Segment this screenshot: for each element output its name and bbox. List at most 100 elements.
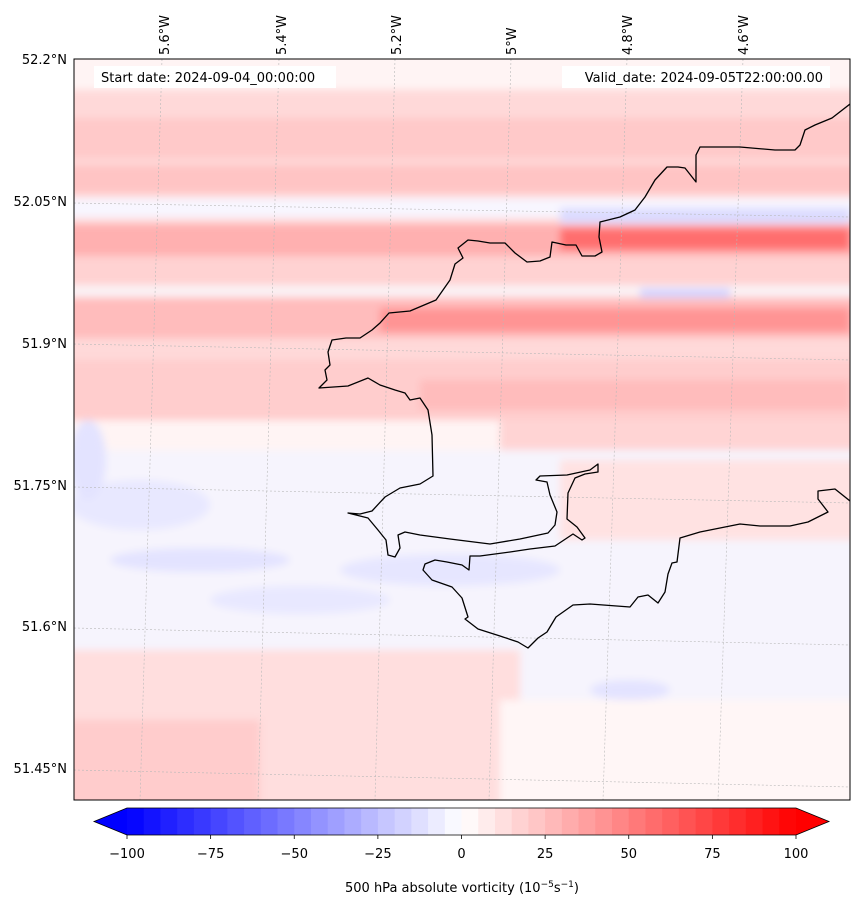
colorbar-cells — [127, 808, 797, 835]
colorbar-cell — [461, 808, 479, 835]
valid-date-label: Valid_date: 2024-09-05T22:00:00.00 — [585, 71, 823, 86]
map-frame — [73, 58, 851, 801]
vorticity-band-max — [560, 228, 850, 250]
colorbar-cell — [595, 808, 613, 835]
colorbar-cell — [762, 808, 780, 835]
coastline — [318, 103, 850, 649]
colorbar-cell — [729, 808, 747, 835]
lat-tick-label: 51.75°N — [14, 479, 67, 494]
colorbar-cell — [578, 808, 596, 835]
meridian-5.6W — [139, 59, 163, 800]
lon-tick-label: 5.4°W — [275, 15, 290, 55]
vorticity-blue-patch-3 — [210, 586, 390, 614]
lon-tick-label: 5°W — [505, 27, 520, 55]
vorticity-blue-patch-6 — [74, 420, 106, 500]
colorbar-tick-label: 50 — [620, 847, 637, 862]
start-label-box — [94, 66, 336, 88]
meridian-4.8W — [602, 59, 628, 800]
colorbar-label-prefix: 500 hPa absolute vorticity (10 — [345, 881, 541, 896]
vorticity-zone-south-center — [500, 700, 850, 800]
parallel-51.45N — [74, 769, 850, 788]
vorticity-band-mid — [74, 256, 850, 286]
valid-label-box — [562, 66, 830, 88]
colorbar-cell — [260, 808, 279, 835]
colorbar-cell — [177, 808, 195, 835]
colorbar-ticks: −100 −75 −50 −25 0 25 50 75 100 — [109, 835, 808, 862]
vorticity-blue-patch-4 — [340, 554, 560, 586]
colorbar-cell — [678, 808, 697, 835]
colorbar-cell — [612, 808, 630, 835]
colorbar-cell — [695, 808, 713, 835]
vorticity-field — [74, 90, 850, 800]
colorbar-cell — [645, 808, 663, 835]
vorticity-band-c-strong — [380, 308, 850, 332]
vorticity-zone-south-right — [560, 460, 850, 540]
lon-tick-labels: 5.6°W 5.4°W 5.2°W 5°W 4.8°W 4.6°W — [158, 15, 752, 55]
coastline-north-pembrokeshire — [318, 103, 850, 649]
colorbar-cell — [193, 808, 212, 835]
graticule — [74, 59, 850, 800]
vorticity-blue-patch-2 — [110, 548, 290, 572]
lat-tick-label: 52.05°N — [14, 195, 67, 210]
colorbar-label-exp1: −5 — [541, 880, 554, 890]
colorbar-cell — [444, 808, 463, 835]
colorbar-tick-label: −25 — [364, 847, 391, 862]
vorticity-blue-patch-5 — [590, 680, 670, 700]
colorbar-cell — [428, 808, 446, 835]
lat-tick-labels: 52.2°N 52.05°N 51.9°N 51.75°N 51.6°N 51.… — [14, 53, 67, 777]
vorticity-blue-patch-1 — [74, 480, 210, 530]
lat-tick-label: 51.9°N — [22, 337, 67, 352]
meridian-5.2W — [374, 59, 396, 800]
colorbar-tick-label: 25 — [537, 847, 554, 862]
colorbar-cell — [478, 808, 496, 835]
colorbar-tick-label: 100 — [784, 847, 809, 862]
lat-tick-label: 51.6°N — [22, 620, 67, 635]
colorbar-cell — [494, 808, 513, 835]
colorbar-cell — [377, 808, 396, 835]
colorbar-tick-label: −50 — [281, 847, 308, 862]
parallel-52.05N — [74, 202, 850, 218]
vorticity-band-top — [74, 118, 850, 158]
colorbar-tick-label: 75 — [704, 847, 721, 862]
colorbar-cell — [779, 808, 797, 835]
lon-tick-label: 4.6°W — [737, 15, 752, 55]
start-date-label: Start date: 2024-09-04_00:00:00 — [101, 71, 315, 86]
vorticity-band-a — [74, 165, 850, 193]
colorbar-label-exp2: −1 — [561, 880, 574, 890]
colorbar-cell — [712, 808, 730, 835]
meridian-4.6W — [717, 59, 744, 800]
colorbar-cell — [561, 808, 580, 835]
meridian-5W — [488, 59, 512, 800]
colorbar-label: 500 hPa absolute vorticity (10−5s−1) — [345, 880, 579, 896]
colorbar-cell — [160, 808, 178, 835]
colorbar-cell — [327, 808, 346, 835]
vorticity-band-blue-2 — [640, 288, 730, 300]
colorbar-cell — [745, 808, 764, 835]
parallel-51.9N — [74, 343, 850, 361]
parallel-51.75N — [74, 486, 850, 504]
colorbar-cell — [127, 808, 145, 835]
colorbar-cell — [628, 808, 647, 835]
colorbar-extend-max — [796, 808, 829, 835]
vorticity-band-e — [420, 380, 850, 410]
vorticity-zone-southwest-2 — [74, 720, 260, 800]
colorbar-cell — [361, 808, 379, 835]
colorbar-label-suffix: ) — [574, 881, 579, 896]
colorbar-cell — [294, 808, 312, 835]
lat-tick-label: 52.2°N — [22, 53, 67, 68]
map-panel: Start date: 2024-09-04_00:00:00 Valid_da… — [74, 59, 850, 800]
colorbar-cell — [394, 808, 412, 835]
colorbar-cell — [210, 808, 228, 835]
colorbar-cell — [662, 808, 680, 835]
colorbar: −100 −75 −50 −25 0 25 50 75 100 500 hPa absolute… — [92, 807, 831, 896]
colorbar-cell — [143, 808, 162, 835]
vorticity-band-white-2 — [74, 285, 850, 297]
colorbar-cell — [227, 808, 245, 835]
colorbar-cell — [344, 808, 362, 835]
lon-tick-label: 5.2°W — [390, 15, 405, 55]
colorbar-tick-label: −75 — [197, 847, 224, 862]
colorbar-label-mid: s — [554, 881, 561, 896]
colorbar-extend-min — [94, 808, 127, 835]
colorbar-cell — [528, 808, 546, 835]
